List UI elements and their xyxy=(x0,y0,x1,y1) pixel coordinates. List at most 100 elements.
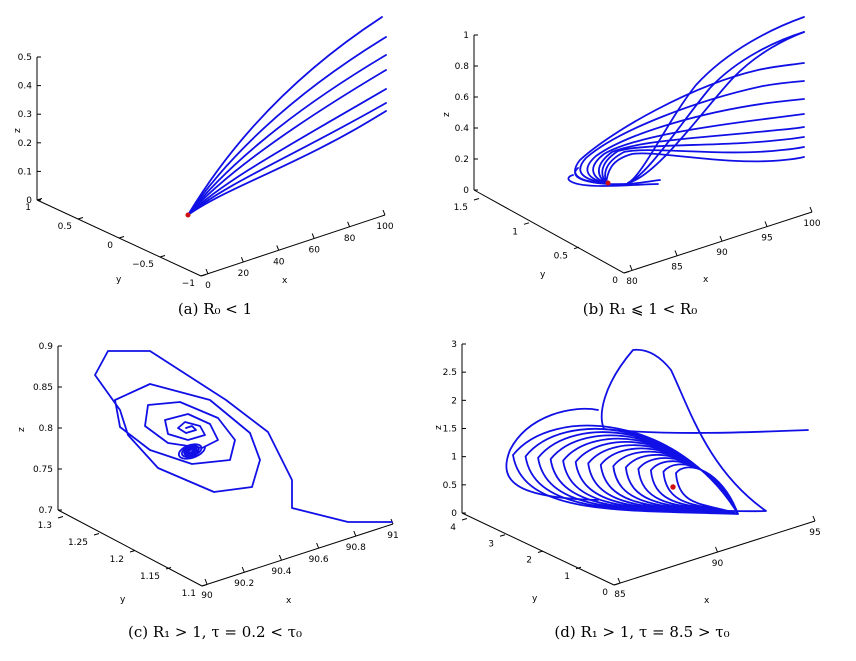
x-tick-label: 85 xyxy=(671,263,682,273)
trajectories-a xyxy=(187,16,387,216)
y-tick-label: 0 xyxy=(612,276,618,286)
x-tick-mark xyxy=(204,578,208,585)
trajectory-b-11 xyxy=(627,31,805,184)
z-tick-label: 0.2 xyxy=(455,155,469,165)
z-tick-label: 0 xyxy=(451,509,457,519)
x-tick-mark xyxy=(276,245,280,251)
x-tick-label: 90.6 xyxy=(309,555,329,565)
x-tick-mark xyxy=(629,264,633,271)
z-tick-label: 0.6 xyxy=(455,93,470,103)
y-tick-label: 0.5 xyxy=(58,222,72,232)
trajectories-c xyxy=(94,350,393,523)
y-tick-label: 1 xyxy=(512,227,518,237)
y-tick-mark xyxy=(201,584,208,587)
trajectories-d xyxy=(505,348,809,513)
z-axis-label-a: z xyxy=(13,128,23,133)
y-tick-mark xyxy=(57,516,64,519)
y-tick-mark xyxy=(93,533,100,536)
y-tick-mark xyxy=(523,222,530,225)
y-tick-mark xyxy=(575,566,582,570)
caption-d: (d) R₁ > 1, τ = 8.5 > τ₀ xyxy=(554,623,730,641)
z-tick-label: 3 xyxy=(451,340,457,350)
chart-panel-a: 00.10.20.30.40.5−1−0.500.51020406080100 … xyxy=(13,16,394,291)
trajectory-a-6 xyxy=(187,102,387,216)
y-tick-mark xyxy=(537,550,544,553)
trajectory-b-7 xyxy=(604,146,805,184)
trajectory-b-2 xyxy=(579,80,805,184)
trajectories-b xyxy=(567,16,805,187)
x-tick-label: 60 xyxy=(308,246,320,256)
y-tick-mark xyxy=(159,255,166,258)
x-tick-label: 20 xyxy=(238,269,250,279)
y-tick-mark xyxy=(77,217,84,220)
tick-marks-b: 0 0.2 0.4 0.6 0.8 1 0 0.5 1 1.5 80 85 90 95 100 xyxy=(454,31,821,287)
y-tick-label: 4 xyxy=(450,523,456,533)
y-tick-mark xyxy=(473,198,480,201)
x-tick-mark xyxy=(812,515,816,522)
spiral-attractor-d xyxy=(512,424,739,515)
caption-c: (c) R₁ > 1, τ = 0.2 < τ₀ xyxy=(127,623,303,641)
z-tick-label: 2 xyxy=(451,396,457,406)
trajectory-d-spiral xyxy=(512,424,739,515)
x-tick-mark xyxy=(617,577,621,584)
x-tick-mark xyxy=(241,566,245,573)
axes-b xyxy=(473,35,813,274)
z-tick-label: 0.75 xyxy=(33,465,53,475)
y-tick-mark xyxy=(200,274,207,277)
trajectory-a-2 xyxy=(187,36,387,216)
x-tick-mark xyxy=(719,235,723,242)
axes-a xyxy=(36,57,386,277)
caption-a: (a) R₀ < 1 xyxy=(177,300,253,318)
y-tick-label: 0.5 xyxy=(554,252,568,262)
z-axis-label-b: z xyxy=(442,112,452,117)
x-tick-mark xyxy=(347,221,351,227)
equilibrium-point-b xyxy=(605,180,611,186)
chart-panel-c: 0.7 0.75 0.8 0.85 0.9 1.1 1.15 1.2 1.25 1.3 90 90.2… xyxy=(17,342,399,606)
z-tick-label: 1 xyxy=(451,453,457,463)
x-tick-label: 90 xyxy=(716,248,728,258)
y-tick-mark xyxy=(165,567,172,570)
x-tick-label: 90 xyxy=(712,559,724,569)
trajectory-c-spiral xyxy=(178,443,206,460)
inner-spiral-c xyxy=(178,443,206,460)
z-tick-label: 0.5 xyxy=(443,481,457,491)
trajectory-b-6 xyxy=(601,136,805,184)
z-tick-label: 0.4 xyxy=(18,82,33,92)
y-axis-label-d: y xyxy=(532,594,538,604)
z-tick-label: 0.8 xyxy=(455,62,470,72)
x-tick-label: 85 xyxy=(614,590,625,600)
x-tick-label: 95 xyxy=(761,234,772,244)
x-tick-mark xyxy=(715,546,718,553)
x-axis-label-c: x xyxy=(286,596,292,606)
trajectory-b-12 xyxy=(567,174,659,187)
y-tick-mark xyxy=(623,271,630,274)
x-tick-mark xyxy=(674,250,678,256)
z-tick-label: 0.2 xyxy=(18,139,32,149)
x-axis-label-b: x xyxy=(703,275,709,285)
x-tick-label: 90.8 xyxy=(346,543,366,553)
z-tick-label: 1 xyxy=(463,31,469,41)
y-tick-label: 0 xyxy=(602,588,608,598)
x-tick-mark xyxy=(240,257,244,263)
z-tick-label: 0.1 xyxy=(18,167,32,177)
y-tick-label: 1.2 xyxy=(110,555,124,565)
y-tick-mark xyxy=(118,236,125,239)
y-tick-label: 3 xyxy=(488,539,494,549)
x-tick-mark xyxy=(278,554,282,561)
trajectory-b-8 xyxy=(605,152,805,184)
x-tick-mark xyxy=(311,233,315,239)
x-tick-label: 80 xyxy=(344,234,356,244)
tick-marks-c: 0.7 0.75 0.8 0.85 0.9 1.1 1.15 1.2 1.25 1.3 90 90.2… xyxy=(33,342,399,601)
y-tick-label: 1.5 xyxy=(454,203,468,213)
z-tick-label: 0.85 xyxy=(33,383,53,393)
y-tick-label: 1 xyxy=(25,203,31,213)
x-tick-label: 100 xyxy=(376,222,393,232)
y-tick-mark xyxy=(461,518,468,521)
x-axis-label-d: x xyxy=(704,596,710,606)
equilibrium-point-a xyxy=(185,212,191,218)
chart-panel-b: 0 0.2 0.4 0.6 0.8 1 0 0.5 1 1.5 80 85 90 95 100 z y x xyxy=(442,16,821,287)
x-tick-label: 95 xyxy=(809,528,820,538)
trajectory-a-4 xyxy=(187,69,387,216)
y-axis-label-c: y xyxy=(120,595,126,605)
